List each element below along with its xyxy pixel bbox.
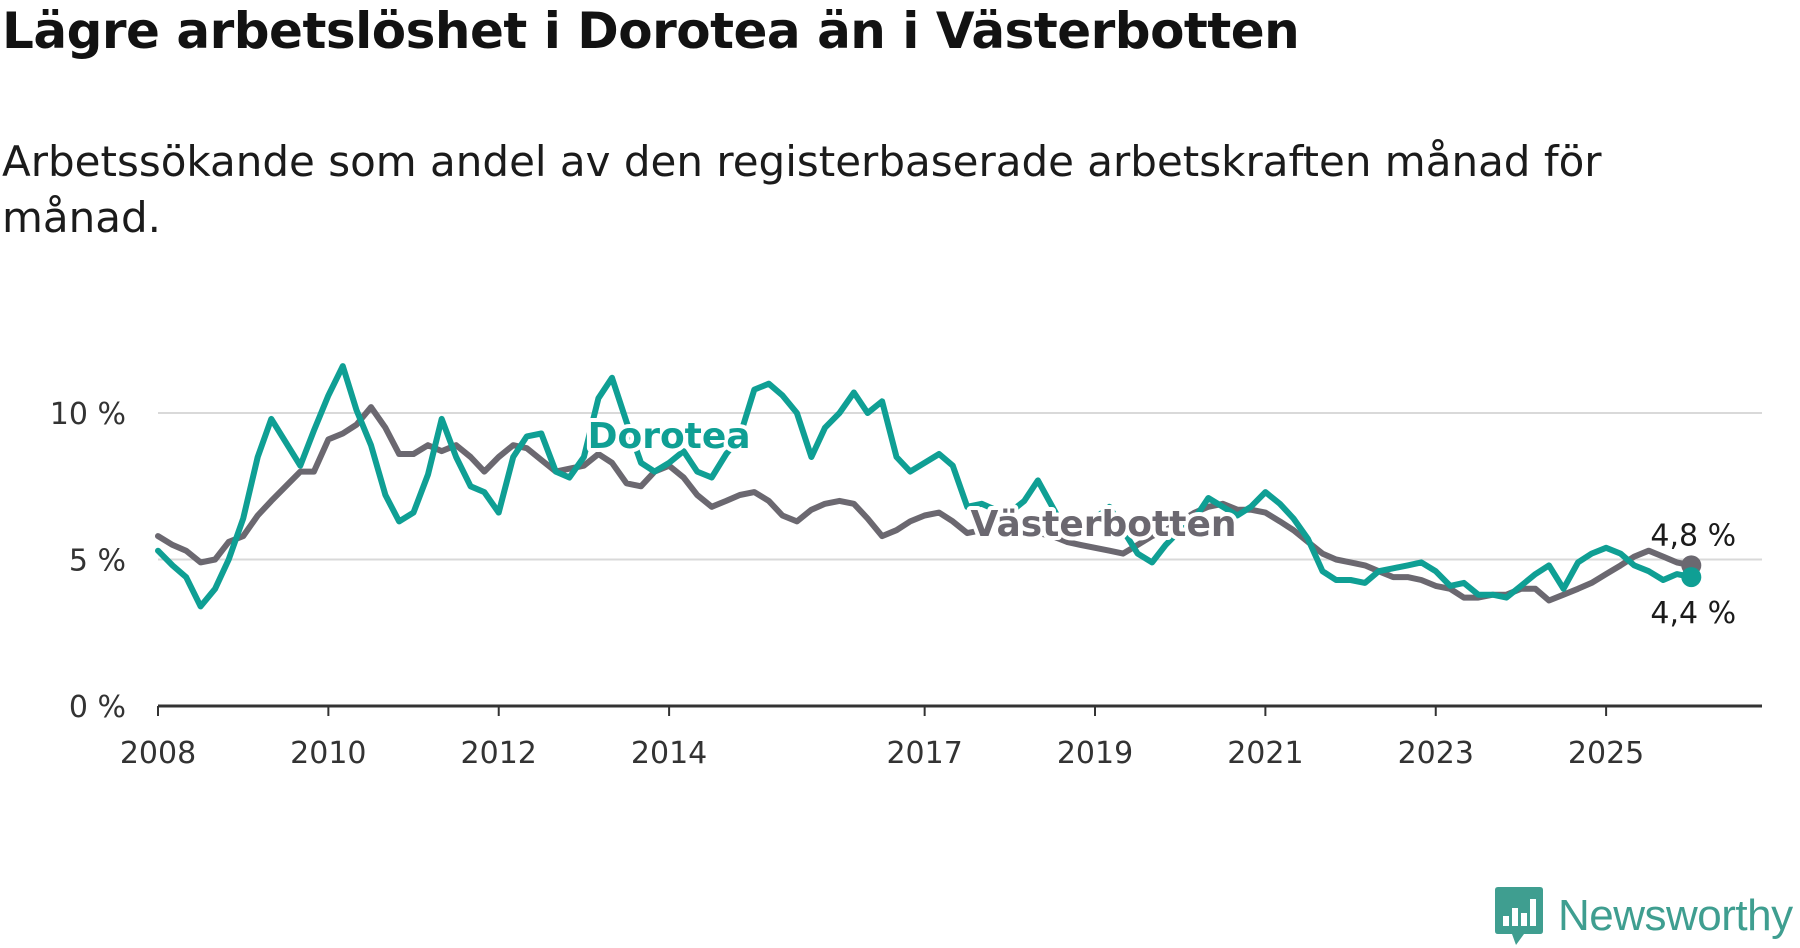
- chart-subtitle: Arbetssökande som andel av den registerb…: [2, 137, 1602, 242]
- series-label-dorotea: Dorotea: [588, 416, 751, 457]
- end-point-dorotea: [1681, 567, 1702, 588]
- x-tick-label: 2010: [290, 736, 366, 771]
- end-value-label-vasterbotten: 4,8 %: [1650, 518, 1736, 553]
- end-value-label-dorotea: 4,4 %: [1650, 596, 1736, 631]
- x-tick-label: 2008: [120, 736, 196, 771]
- y-tick-label: 10 %: [50, 397, 126, 432]
- brand-name: Newsworthy: [1558, 891, 1793, 940]
- x-tick-label: 2025: [1568, 736, 1644, 771]
- series-line-dorotea: [155, 363, 1695, 610]
- x-tick-label: 2017: [886, 736, 962, 771]
- y-tick-label: 0 %: [69, 690, 126, 725]
- chart-title: Lägre arbetslöshet i Dorotea än i Väster…: [2, 2, 1300, 60]
- x-tick-label: 2019: [1057, 736, 1133, 771]
- series-line-vasterbotten: [155, 404, 1695, 604]
- x-tick-label: 2021: [1227, 736, 1303, 771]
- brand-logo[interactable]: Newsworthy: [1494, 885, 1793, 947]
- y-tick-label: 5 %: [69, 544, 126, 579]
- newsworthy-bar-chart-icon: [1495, 887, 1543, 945]
- series-label-vasterbotten: Västerbotten: [971, 504, 1237, 545]
- x-tick-label: 2012: [461, 736, 537, 771]
- x-tick-label: 2023: [1398, 736, 1474, 771]
- x-tick-label: 2014: [631, 736, 707, 771]
